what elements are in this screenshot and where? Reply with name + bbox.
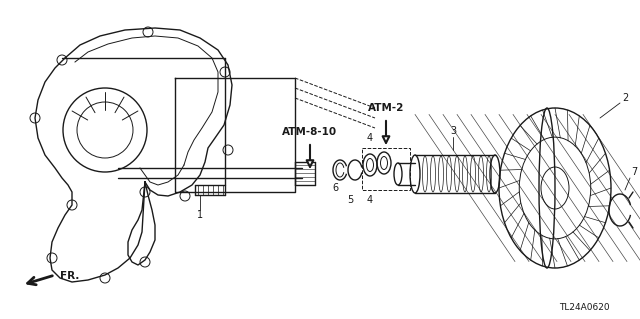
Text: FR.: FR. xyxy=(60,271,79,281)
Text: 4: 4 xyxy=(367,195,373,205)
Text: 3: 3 xyxy=(450,126,456,136)
Text: 7: 7 xyxy=(631,167,637,177)
Text: 4: 4 xyxy=(367,133,373,143)
Text: TL24A0620: TL24A0620 xyxy=(559,303,610,313)
Bar xyxy=(362,148,410,190)
Text: ATM-8-10: ATM-8-10 xyxy=(282,127,337,137)
Text: 6: 6 xyxy=(332,183,338,193)
Text: 5: 5 xyxy=(347,195,353,205)
Text: 2: 2 xyxy=(622,93,628,103)
Text: 1: 1 xyxy=(197,210,203,220)
Text: ATM-2: ATM-2 xyxy=(368,103,404,113)
